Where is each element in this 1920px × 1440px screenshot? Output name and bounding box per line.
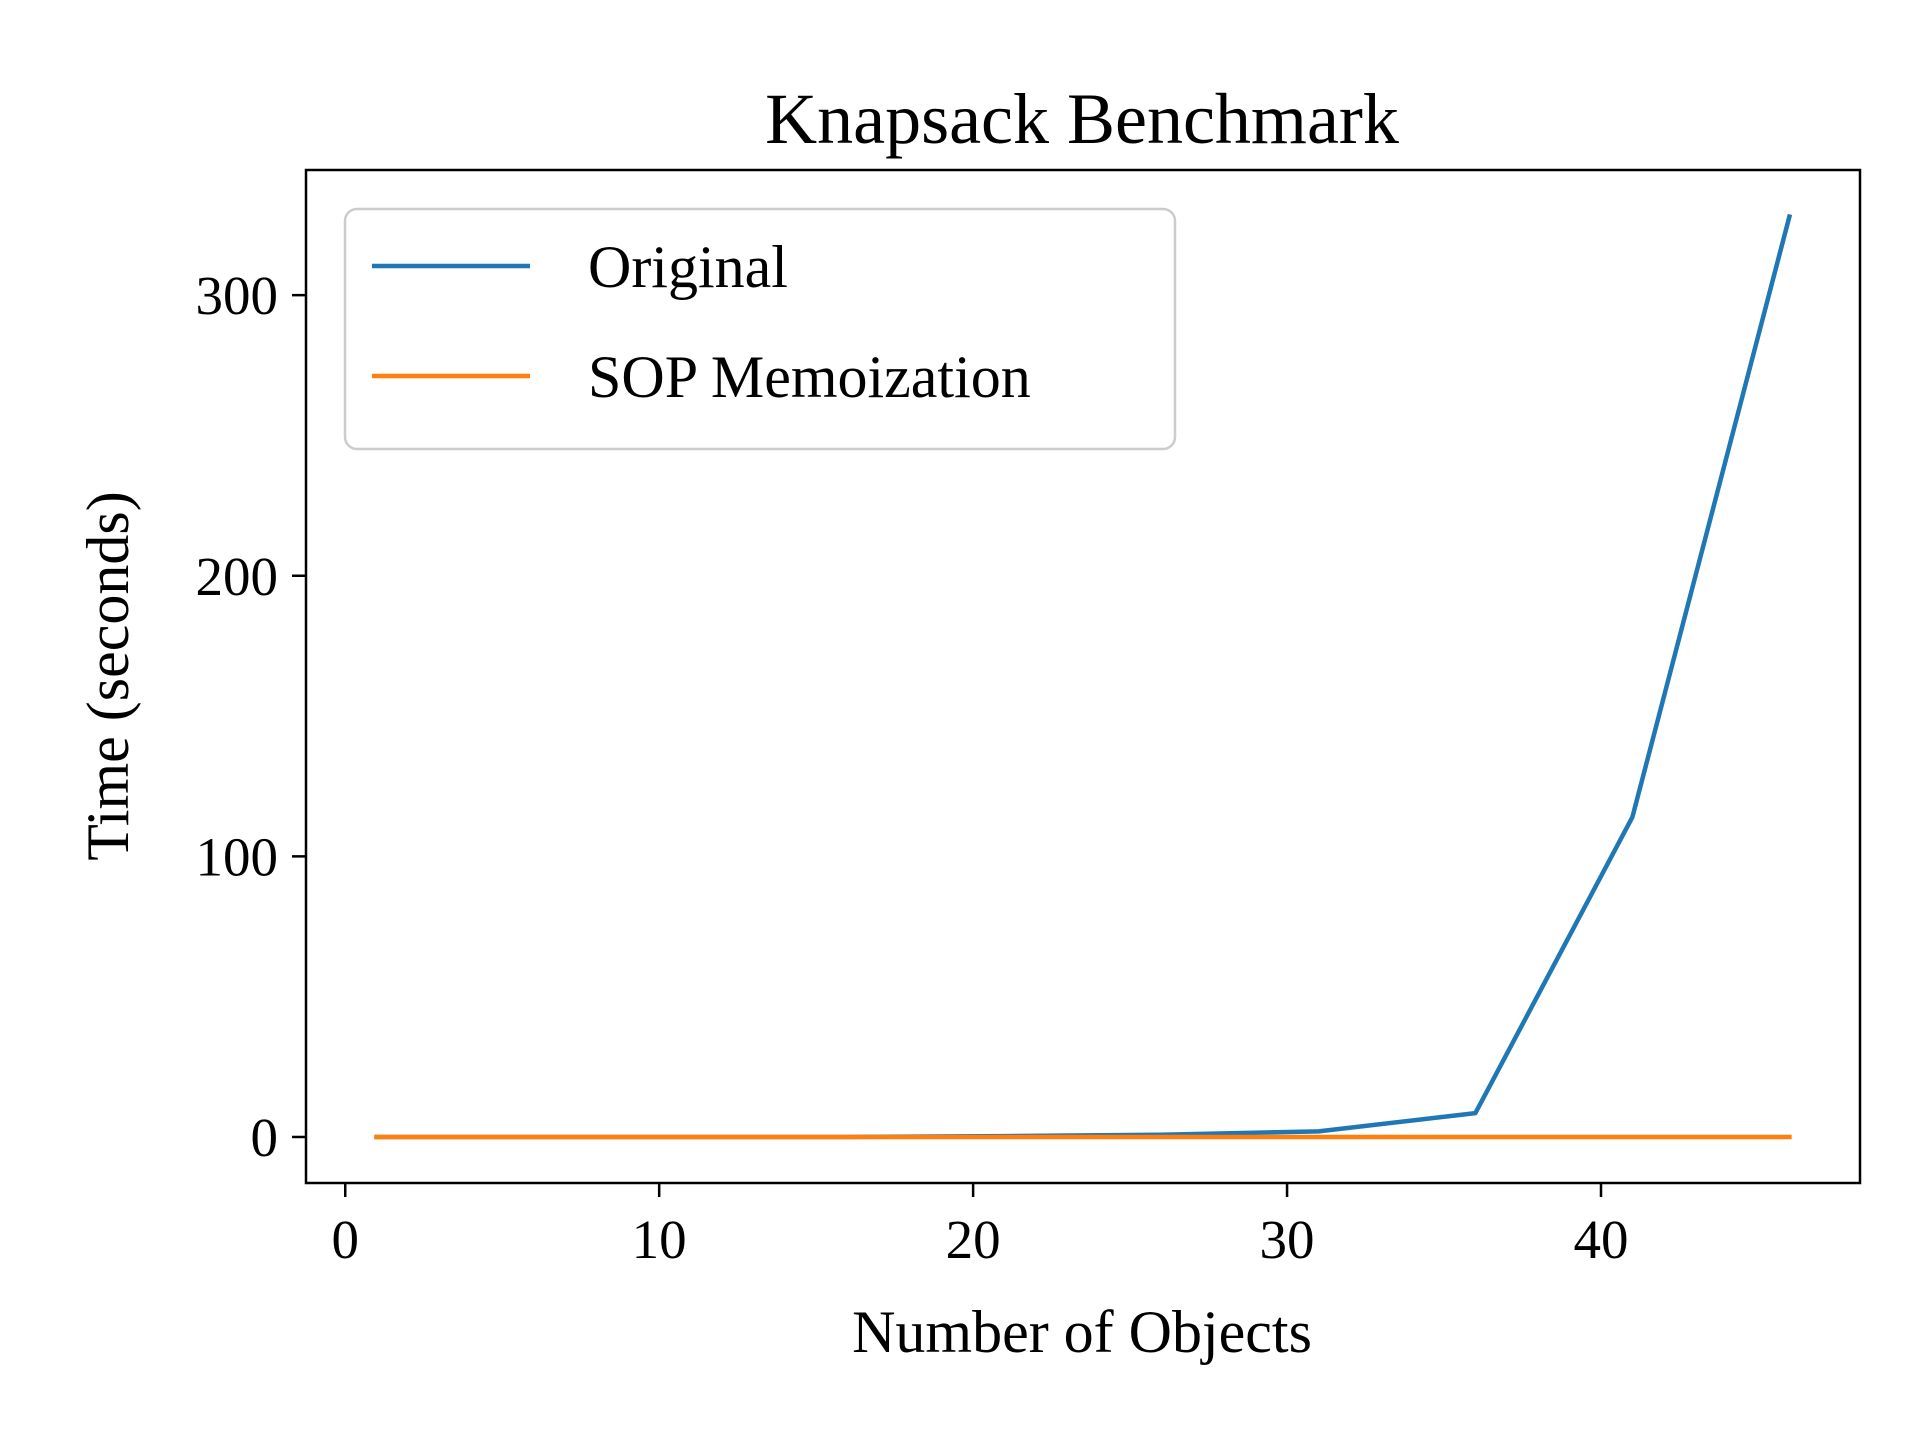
y-axis-ticks: 0 100 200 300 bbox=[196, 265, 306, 1168]
x-axis-ticks: 0 10 20 30 40 bbox=[331, 1183, 1629, 1270]
x-axis-label: Number of Objects bbox=[852, 1299, 1312, 1365]
y-tick-label: 200 bbox=[196, 546, 279, 607]
legend-frame bbox=[343, 207, 1177, 451]
plot-area bbox=[304, 168, 1862, 1185]
x-tick-label: 0 bbox=[331, 1209, 359, 1270]
y-tick-label: 100 bbox=[196, 826, 279, 887]
series-layer bbox=[374, 213, 1793, 1140]
y-tick-label: 300 bbox=[196, 265, 279, 326]
y-axis-label: Time (seconds) bbox=[75, 491, 141, 860]
chart-title: Knapsack Benchmark bbox=[765, 79, 1399, 159]
legend: Original SOP Memoization bbox=[343, 207, 1177, 451]
y-tick-label: 0 bbox=[251, 1107, 279, 1168]
axes-frame bbox=[304, 168, 1862, 1185]
x-tick-label: 30 bbox=[1260, 1209, 1315, 1270]
legend-label-sop-memoization: SOP Memoization bbox=[588, 344, 1031, 410]
legend-label-original: Original bbox=[588, 234, 788, 300]
x-tick-label: 20 bbox=[946, 1209, 1001, 1270]
x-tick-label: 10 bbox=[632, 1209, 687, 1270]
x-tick-label: 40 bbox=[1574, 1209, 1629, 1270]
